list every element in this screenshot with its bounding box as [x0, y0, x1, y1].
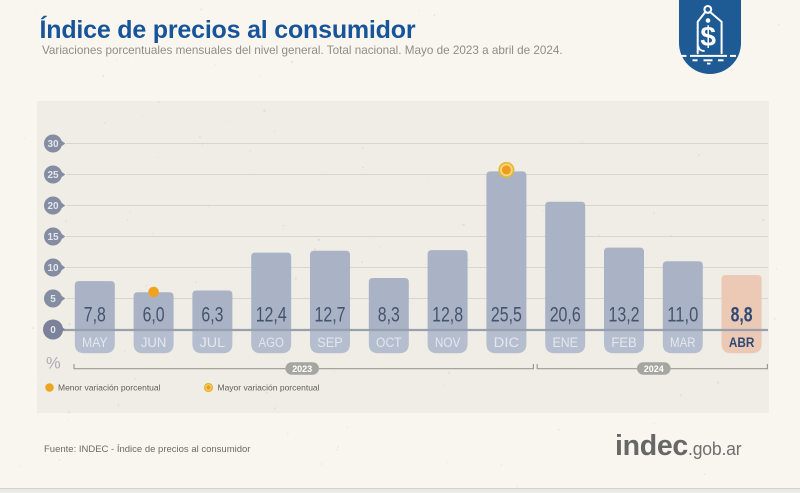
svg-text:Mayor variación porcentual: Mayor variación porcentual [218, 383, 320, 393]
svg-text:MAY: MAY [82, 335, 108, 350]
svg-text:2023: 2023 [292, 364, 312, 374]
svg-text:$: $ [700, 21, 716, 52]
svg-text:%: % [46, 355, 61, 373]
svg-text:8,3: 8,3 [378, 304, 400, 327]
svg-text:ABR: ABR [729, 335, 755, 350]
svg-text:JUN: JUN [141, 335, 167, 350]
svg-text:Menor variación porcentual: Menor variación porcentual [58, 383, 161, 393]
svg-text:13,2: 13,2 [609, 304, 640, 327]
svg-text:5: 5 [50, 294, 56, 305]
svg-text:25,5: 25,5 [491, 304, 522, 327]
svg-text:MAR: MAR [670, 335, 696, 350]
svg-text:12,4: 12,4 [256, 304, 287, 327]
svg-text:ENE: ENE [552, 335, 578, 350]
svg-text:DIC: DIC [494, 335, 520, 350]
svg-text:8,8: 8,8 [731, 304, 753, 327]
svg-text:SEP: SEP [317, 335, 343, 350]
svg-text:30: 30 [47, 139, 59, 150]
svg-text:AGO: AGO [258, 335, 284, 350]
svg-text:15: 15 [47, 232, 59, 243]
svg-text:20: 20 [47, 201, 59, 212]
svg-text:FEB: FEB [611, 335, 637, 350]
svg-text:10: 10 [47, 263, 59, 274]
svg-text:6,3: 6,3 [201, 304, 223, 327]
svg-text:11,0: 11,0 [667, 304, 698, 327]
svg-text:OCT: OCT [376, 335, 402, 350]
svg-text:7,8: 7,8 [84, 304, 106, 327]
svg-text:2024: 2024 [644, 364, 664, 374]
svg-text:NOV: NOV [435, 335, 461, 350]
svg-text:20,6: 20,6 [550, 304, 581, 327]
svg-text:JUL: JUL [200, 335, 226, 350]
svg-text:6,0: 6,0 [143, 304, 165, 327]
svg-text:12,7: 12,7 [315, 304, 346, 327]
svg-text:12,8: 12,8 [432, 304, 463, 327]
svg-text:0: 0 [50, 325, 56, 336]
svg-text:25: 25 [47, 170, 59, 181]
